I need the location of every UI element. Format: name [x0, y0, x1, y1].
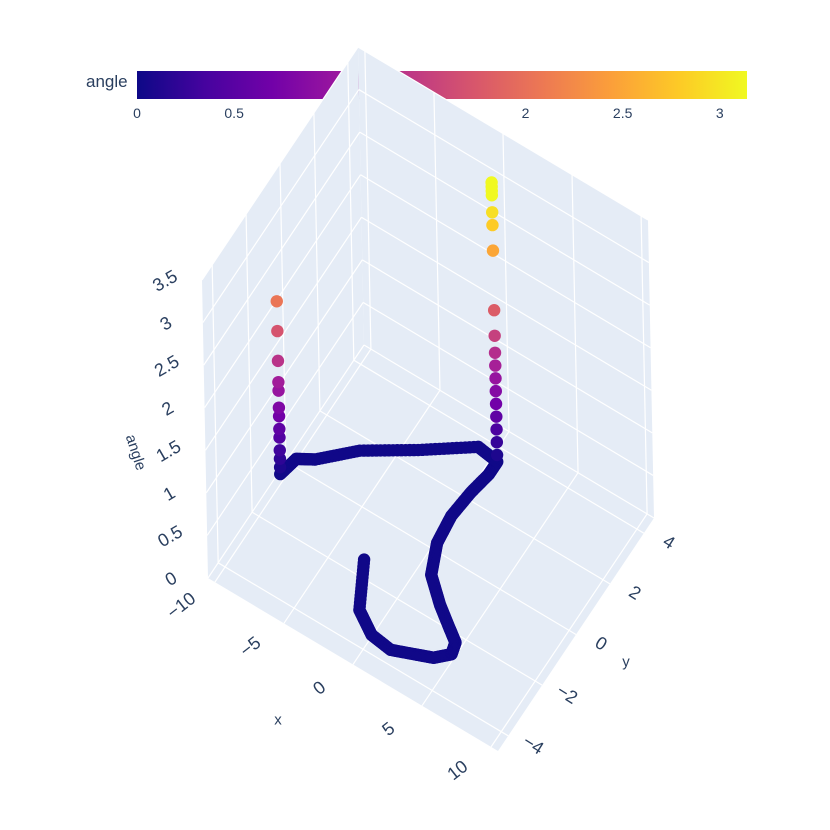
data-point: [486, 244, 500, 257]
colorbar: [137, 71, 747, 99]
z-grid-line: [205, 259, 363, 494]
y-grid-line: [313, 112, 321, 411]
z-tick-label: 1.5: [153, 436, 185, 466]
x-tick-label: 5: [378, 718, 398, 740]
z-grid-line: [362, 301, 654, 476]
y-tick-label: 2: [626, 582, 645, 604]
y-grid-line: [347, 62, 355, 361]
data-point: [489, 384, 502, 398]
z-grid-line: [360, 174, 651, 349]
z-axis-title: angle: [122, 432, 150, 472]
z-grid-line: [363, 344, 655, 519]
x-grid-line: [502, 133, 510, 432]
colorbar-title: angle: [86, 72, 128, 91]
z-grid-line: [201, 46, 359, 281]
y-tick-label: 0: [592, 632, 611, 654]
data-point: [489, 397, 503, 411]
y-grid-line: [279, 163, 287, 462]
data-point: [485, 206, 499, 219]
z-tick-label: 0.5: [154, 521, 186, 551]
x-tick-label: −10: [163, 588, 199, 623]
x-grid-line: [364, 51, 372, 350]
data-point: [488, 329, 501, 342]
data-point: [273, 422, 286, 436]
x-tick-label: 0: [309, 677, 329, 699]
x-axis-title: x: [274, 712, 282, 729]
z-tick-label: 1: [160, 482, 179, 504]
data-point: [490, 410, 503, 423]
z-grid-line: [202, 89, 360, 323]
x-grid-line: [571, 174, 579, 473]
z-grid-line: [361, 216, 652, 391]
z-grid-line: [358, 89, 650, 264]
data-point: [488, 346, 502, 359]
z-grid-line: [361, 259, 653, 434]
data-point: [272, 401, 286, 414]
data-point: [490, 423, 503, 436]
y-axis-title: y: [622, 654, 630, 671]
data-point: [486, 218, 499, 232]
y-grid-line: [245, 214, 253, 513]
y-grid-line: [251, 511, 543, 686]
data-point: [273, 444, 286, 457]
z-tick-label: 0: [162, 568, 181, 590]
data-point: [489, 372, 502, 385]
x-tick-label: −5: [236, 632, 264, 660]
z-grid-line: [204, 174, 362, 409]
data-point: [271, 324, 284, 338]
y-tick-label: −4: [519, 731, 547, 759]
z-grid-line: [203, 131, 361, 366]
colorbar-tick-label: 0.5: [224, 105, 244, 121]
colorbar-tick-label: 0: [133, 105, 141, 121]
x-grid-line: [433, 92, 441, 391]
z-tick-label: 2.5: [151, 351, 183, 381]
y-grid-line: [217, 562, 509, 737]
z-grid-line: [204, 216, 362, 451]
data-point: [270, 295, 283, 308]
colorbar-tick-label: 2: [521, 105, 530, 121]
data-point: [271, 354, 285, 368]
z-tick-label: 3.5: [149, 266, 181, 296]
z-grid-line: [359, 131, 651, 306]
data-point: [272, 375, 285, 389]
colorbar-tick-label: 3: [715, 105, 724, 121]
data-point: [487, 304, 501, 317]
data-point: [485, 176, 498, 189]
z-tick-label: 3: [157, 312, 176, 334]
x-grid-line: [640, 215, 648, 514]
data-point: [490, 448, 504, 462]
data-point: [489, 359, 502, 372]
z-grid-line: [206, 302, 364, 536]
z-grid-line: [357, 46, 649, 221]
z-tick-label: 2: [158, 397, 177, 419]
data-point: [490, 435, 504, 449]
y-tick-label: 4: [659, 531, 678, 553]
y-tick-label: −2: [553, 680, 581, 708]
y-grid-line: [211, 264, 219, 563]
x-tick-label: 10: [443, 756, 471, 784]
colorbar-tick-label: 2.5: [612, 105, 633, 121]
